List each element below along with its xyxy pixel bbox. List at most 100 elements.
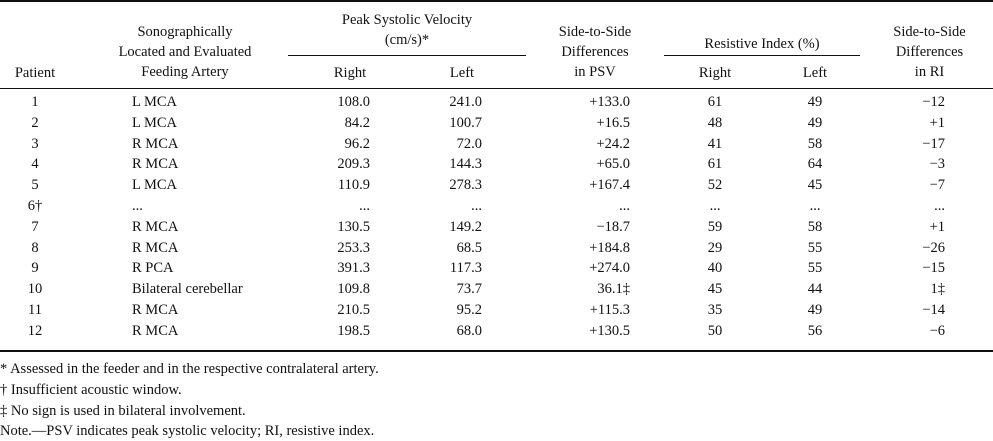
cell-psv-left: 72.0 (456, 135, 482, 152)
cell-psv-right: 209.3 (337, 156, 370, 173)
cell-artery: L MCA (132, 177, 177, 194)
header-ri-left: Left (802, 65, 828, 81)
cell-psv-diff: +16.5 (596, 114, 630, 131)
cell-patient: 2 (31, 114, 39, 131)
cell-psv-left: 149.2 (449, 218, 482, 235)
header-patient: Patient (14, 65, 56, 81)
cell-psv-left: 73.7 (456, 281, 482, 298)
cell-psv-right: 130.5 (337, 218, 370, 235)
table-top-rule (0, 0, 993, 2)
cell-ri-right: 61 (707, 156, 723, 173)
cell-psv-right: 391.3 (337, 260, 370, 277)
cell-psv-right: 84.2 (344, 114, 370, 131)
cell-ri-diff: −15 (922, 260, 945, 277)
cell-psv-diff: +133.0 (589, 94, 630, 110)
cell-psv-right: 210.5 (337, 302, 370, 318)
cell-ri-diff: −12 (922, 94, 945, 110)
cell-ri-left: 56 (807, 322, 823, 339)
cell-ri-left: 49 (807, 94, 823, 110)
cell-ri-left: ... (809, 198, 821, 214)
footnote-asterisk: * Assessed in the feeder and in the resp… (0, 361, 379, 377)
cell-ri-diff: +1 (929, 218, 945, 235)
header-psv-right: Right (333, 65, 367, 81)
footnote-dagger: † Insufficient acoustic window. (0, 382, 182, 398)
header-psv: Peak Systolic Velocity (cm/s)* (341, 12, 473, 48)
cell-ri-left: 64 (807, 156, 823, 173)
cell-ri-diff: −26 (922, 239, 945, 256)
cell-patient: 7 (31, 218, 39, 235)
cell-psv-diff: +184.8 (589, 239, 630, 256)
cell-psv-right: 198.5 (337, 322, 370, 339)
cell-ri-right: 59 (707, 218, 723, 235)
cell-ri-right: 35 (707, 302, 723, 318)
cell-ri-right: 48 (707, 114, 723, 131)
cell-psv-diff: +167.4 (589, 177, 630, 194)
header-ri-diff: Side-to-Side Differences in RI (893, 24, 966, 80)
cell-patient: 3 (31, 135, 39, 152)
cell-artery: ... (132, 198, 143, 214)
cell-artery: R MCA (132, 156, 179, 173)
cell-ri-left: 58 (807, 135, 823, 152)
cell-artery: L MCA (132, 114, 177, 131)
cell-psv-diff: −18.7 (596, 218, 630, 235)
cell-psv-left: 278.3 (449, 177, 482, 194)
header-psv-rule (288, 55, 526, 56)
cell-ri-left: 49 (807, 302, 823, 318)
cell-ri-right: 41 (707, 135, 723, 152)
cell-psv-left: 241.0 (449, 94, 482, 110)
cell-ri-left: 58 (807, 218, 823, 235)
cell-patient: 1 (31, 94, 39, 110)
cell-psv-left: 68.0 (456, 322, 482, 339)
cell-ri-diff: 1‡ (930, 281, 946, 298)
cell-patient: 6† (27, 198, 43, 214)
header-bottom-rule (0, 88, 993, 89)
cell-artery: R MCA (132, 322, 179, 339)
cell-artery: L MCA (132, 94, 177, 110)
cell-ri-right: 52 (707, 177, 723, 194)
cell-psv-diff: 36.1‡ (597, 281, 630, 298)
cell-ri-right: 29 (707, 239, 723, 256)
cell-artery: R PCA (132, 260, 174, 277)
header-ri-right: Right (698, 65, 732, 81)
cell-ri-diff: ... (934, 198, 945, 214)
footnote-double-dagger: ‡ No sign is used in bilateral involveme… (0, 403, 246, 419)
cell-psv-right: ... (359, 198, 370, 214)
cell-artery: R MCA (132, 302, 179, 318)
header-ri: Resistive Index (%) (704, 36, 820, 52)
cell-psv-left: ... (471, 198, 482, 214)
cell-ri-diff: −3 (929, 156, 945, 173)
cell-psv-diff: ... (619, 198, 630, 214)
cell-ri-diff: −6 (929, 322, 945, 339)
cell-psv-diff: +24.2 (596, 135, 630, 152)
cell-patient: 5 (31, 177, 39, 194)
cell-ri-left: 55 (807, 260, 823, 277)
header-psv-diff: Side-to-Side Differences in PSV (558, 24, 632, 80)
cell-ri-diff: −7 (929, 177, 945, 194)
cell-psv-right: 108.0 (337, 94, 370, 110)
cell-ri-right: 61 (707, 94, 723, 110)
cell-patient: 8 (31, 239, 39, 256)
cell-psv-diff: +274.0 (589, 260, 630, 277)
cell-patient: 11 (28, 302, 42, 318)
cell-psv-right: 253.3 (337, 239, 370, 256)
cell-psv-left: 117.3 (449, 260, 482, 277)
cell-psv-right: 96.2 (344, 135, 370, 152)
cell-psv-left: 144.3 (449, 156, 482, 173)
cell-psv-diff: +115.3 (589, 302, 630, 318)
cell-ri-right: 45 (707, 281, 723, 298)
cell-artery: R MCA (132, 135, 179, 152)
cell-artery: R MCA (132, 239, 179, 256)
cell-patient: 9 (31, 260, 39, 277)
cell-psv-diff: +130.5 (589, 322, 630, 339)
cell-artery: R MCA (132, 218, 179, 235)
cell-psv-left: 68.5 (456, 239, 482, 256)
cell-psv-left: 95.2 (456, 302, 482, 318)
cell-ri-left: 44 (807, 281, 823, 298)
cell-ri-left: 49 (807, 114, 823, 131)
cell-ri-right: 50 (707, 322, 723, 339)
cell-psv-diff: +65.0 (596, 156, 630, 173)
cell-artery: Bilateral cerebellar (132, 281, 243, 298)
table-bottom-rule (0, 350, 993, 352)
cell-patient: 4 (31, 156, 39, 173)
